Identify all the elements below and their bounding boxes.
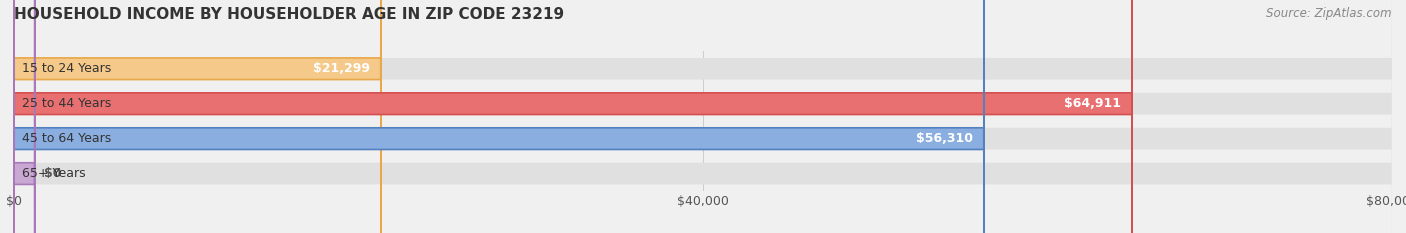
Text: $56,310: $56,310 <box>915 132 973 145</box>
FancyBboxPatch shape <box>14 0 1392 233</box>
FancyBboxPatch shape <box>14 0 381 233</box>
FancyBboxPatch shape <box>14 0 1392 233</box>
Text: HOUSEHOLD INCOME BY HOUSEHOLDER AGE IN ZIP CODE 23219: HOUSEHOLD INCOME BY HOUSEHOLDER AGE IN Z… <box>14 7 564 22</box>
FancyBboxPatch shape <box>14 0 984 233</box>
FancyBboxPatch shape <box>14 0 35 233</box>
Text: Source: ZipAtlas.com: Source: ZipAtlas.com <box>1267 7 1392 20</box>
FancyBboxPatch shape <box>14 0 1392 233</box>
Text: 65+ Years: 65+ Years <box>22 167 86 180</box>
FancyBboxPatch shape <box>14 0 1132 233</box>
Text: 45 to 64 Years: 45 to 64 Years <box>22 132 111 145</box>
Text: $64,911: $64,911 <box>1064 97 1121 110</box>
FancyBboxPatch shape <box>14 0 1392 233</box>
Text: 15 to 24 Years: 15 to 24 Years <box>22 62 111 75</box>
Text: $0: $0 <box>45 167 62 180</box>
Text: 25 to 44 Years: 25 to 44 Years <box>22 97 111 110</box>
Text: $21,299: $21,299 <box>314 62 370 75</box>
